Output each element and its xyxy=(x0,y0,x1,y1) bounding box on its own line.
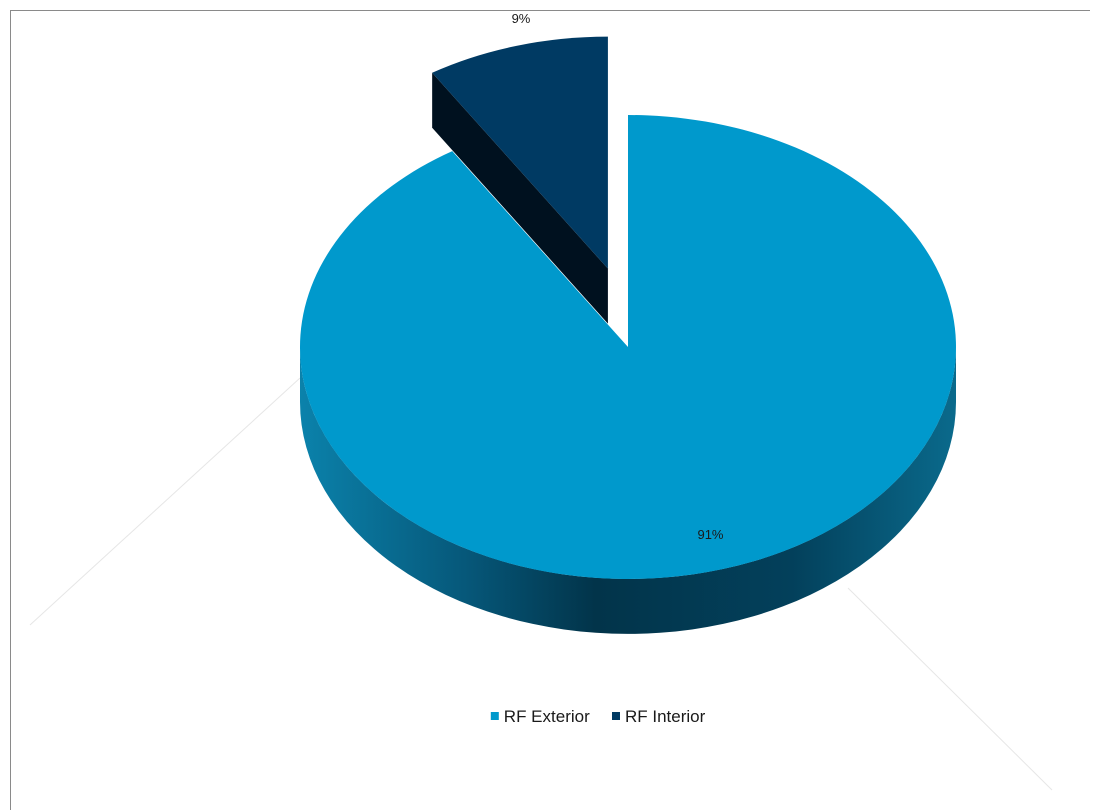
data-label-rf-exterior: 91% xyxy=(697,527,723,542)
legend-label: RF Interior xyxy=(625,707,706,726)
pie-slice-rf-exterior xyxy=(299,115,956,634)
slice-top-face xyxy=(432,36,608,269)
legend-label: RF Exterior xyxy=(504,707,590,726)
legend: RF Exterior RF Interior xyxy=(490,707,706,726)
pie-slice-rf-interior xyxy=(432,36,608,324)
legend-swatch xyxy=(612,712,620,720)
background-guide-lines xyxy=(29,377,1053,791)
slice-side-wall xyxy=(432,72,608,324)
data-label-rf-interior: 9% xyxy=(512,11,531,26)
legend-swatch xyxy=(490,712,499,720)
slice-top-face xyxy=(299,115,956,579)
slice-side-wall xyxy=(300,347,956,634)
legend-item-rf-interior: RF Interior xyxy=(612,707,706,726)
legend-item-rf-exterior: RF Exterior xyxy=(490,707,590,726)
